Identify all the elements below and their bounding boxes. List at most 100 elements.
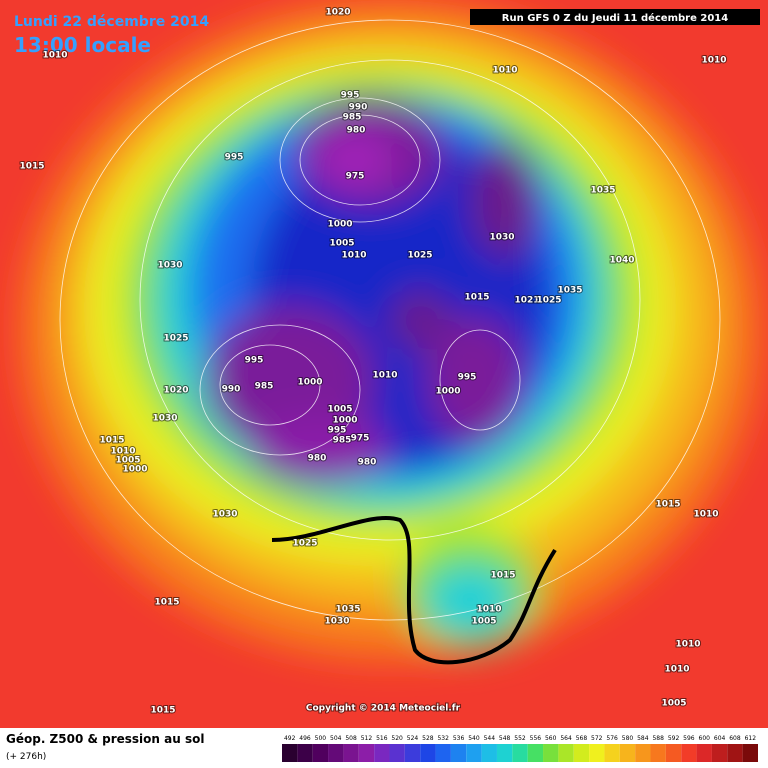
isobar-label: 1005 bbox=[329, 239, 354, 249]
isobar-label: 1010 bbox=[664, 665, 689, 675]
isobar-label: 1035 bbox=[335, 605, 360, 615]
scale-swatch bbox=[635, 744, 651, 762]
scale-label: 560 bbox=[545, 735, 557, 742]
scale-label: 516 bbox=[376, 735, 388, 742]
scale-swatch bbox=[450, 744, 467, 762]
scale-swatch bbox=[496, 744, 513, 762]
isobar-label: 1035 bbox=[590, 186, 615, 196]
isobar-label: 1005 bbox=[471, 617, 496, 627]
scale-label: 504 bbox=[330, 735, 342, 742]
scale-swatch bbox=[604, 744, 620, 762]
isobar-label: 1000 bbox=[327, 220, 352, 230]
scale-label: 612 bbox=[745, 735, 757, 742]
isobar-label: 1030 bbox=[152, 414, 177, 424]
isobar-label: 1021 bbox=[514, 296, 539, 306]
scale-swatch bbox=[742, 744, 758, 762]
scale-swatch bbox=[558, 744, 574, 762]
scale-swatch bbox=[650, 744, 666, 762]
isobar-label: 1020 bbox=[325, 8, 350, 18]
isobar-label: 1015 bbox=[490, 571, 515, 581]
scale-label: 596 bbox=[683, 735, 695, 742]
scale-label: 532 bbox=[437, 735, 449, 742]
scale-label: 536 bbox=[453, 735, 465, 742]
isobar-label: 1015 bbox=[154, 598, 179, 608]
scale-swatch bbox=[696, 744, 712, 762]
scale-swatch bbox=[711, 744, 728, 762]
scale-swatch bbox=[527, 744, 544, 762]
isobar-label: 1010 bbox=[675, 640, 700, 650]
isobar-label: 975 bbox=[346, 172, 365, 182]
isobar-label: 995 bbox=[458, 373, 477, 383]
isobar-label: 1040 bbox=[609, 256, 634, 266]
isobar-label: 1000 bbox=[297, 378, 322, 388]
scale-label: 592 bbox=[668, 735, 680, 742]
isobar-label: 1010 bbox=[110, 447, 135, 457]
isobar-label: 1035 bbox=[557, 286, 582, 296]
annotation-line bbox=[271, 516, 557, 665]
scale-swatch bbox=[374, 744, 390, 762]
scale-label: 556 bbox=[530, 735, 542, 742]
scale-swatch bbox=[589, 744, 605, 762]
isobar-label: 1010 bbox=[42, 51, 67, 61]
scale-swatch bbox=[389, 744, 405, 762]
run-box bbox=[470, 9, 760, 25]
footer-lead: (+ 276h) bbox=[6, 752, 46, 762]
isobar-label: 990 bbox=[222, 385, 241, 395]
isobar-label: 985 bbox=[343, 113, 362, 123]
scale-label: 568 bbox=[576, 735, 588, 742]
isobar-label: 1025 bbox=[163, 334, 188, 344]
scale-swatch bbox=[404, 744, 421, 762]
scale-label: 604 bbox=[714, 735, 726, 742]
isobar-label: 1010 bbox=[701, 56, 726, 66]
scale-swatch bbox=[466, 744, 482, 762]
isobar-label: 1010 bbox=[372, 371, 397, 381]
scale-label: 508 bbox=[345, 735, 357, 742]
scale-swatch bbox=[312, 744, 329, 762]
scale-swatch bbox=[665, 744, 682, 762]
scale-label: 500 bbox=[315, 735, 327, 742]
isobar-label: 1015 bbox=[464, 293, 489, 303]
isobar-label: 1005 bbox=[661, 699, 686, 709]
isobar-label: 1015 bbox=[19, 162, 44, 172]
scale-label: 512 bbox=[361, 735, 373, 742]
isobar-label: 1005 bbox=[115, 456, 140, 466]
isobar-label: 1000 bbox=[332, 416, 357, 426]
isobar-label: 1025 bbox=[292, 539, 317, 549]
scale-swatch bbox=[619, 744, 636, 762]
date: Lundi 22 décembre 2014 bbox=[14, 14, 209, 30]
scale-label: 520 bbox=[391, 735, 403, 742]
scale-swatch bbox=[512, 744, 528, 762]
scale-swatch bbox=[681, 744, 697, 762]
scale-swatch bbox=[543, 744, 559, 762]
isobar-label: 1030 bbox=[324, 617, 349, 627]
isobar-label: 1010 bbox=[693, 510, 718, 520]
scale-label: 544 bbox=[484, 735, 496, 742]
scale-swatch bbox=[343, 744, 359, 762]
footer: Géop. Z500 & pression au sol (+ 276h) 49… bbox=[6, 732, 758, 762]
time: 13:00 locale bbox=[14, 33, 151, 57]
isobar-label: 1025 bbox=[407, 251, 432, 261]
scale-label: 572 bbox=[591, 735, 603, 742]
scale-label: 552 bbox=[514, 735, 526, 742]
isobar-label: 1000 bbox=[122, 465, 147, 475]
isobar-label: 1010 bbox=[492, 66, 517, 76]
scale-swatch bbox=[573, 744, 590, 762]
isobar-label: 1030 bbox=[212, 510, 237, 520]
isobar-label: 1015 bbox=[655, 500, 680, 510]
isobar-label: 990 bbox=[349, 103, 368, 113]
scale-swatch bbox=[435, 744, 451, 762]
scale-swatch bbox=[358, 744, 375, 762]
scale-label: 584 bbox=[637, 735, 649, 742]
scale-swatch bbox=[297, 744, 313, 762]
scale-label: 580 bbox=[622, 735, 634, 742]
scale-label: 576 bbox=[606, 735, 618, 742]
scale-label: 600 bbox=[699, 735, 711, 742]
map: Run GFS 0 Z du Jeudi 11 décembre 2014 Lu… bbox=[0, 0, 768, 728]
isobar-label: 1010 bbox=[476, 605, 501, 615]
isobar-label: 1010 bbox=[341, 251, 366, 261]
scale-label: 540 bbox=[468, 735, 480, 742]
isobar-label: 1025 bbox=[536, 296, 561, 306]
copyright: Copyright © 2014 Meteociel.fr bbox=[306, 704, 461, 714]
isobar-label: 995 bbox=[341, 91, 360, 101]
